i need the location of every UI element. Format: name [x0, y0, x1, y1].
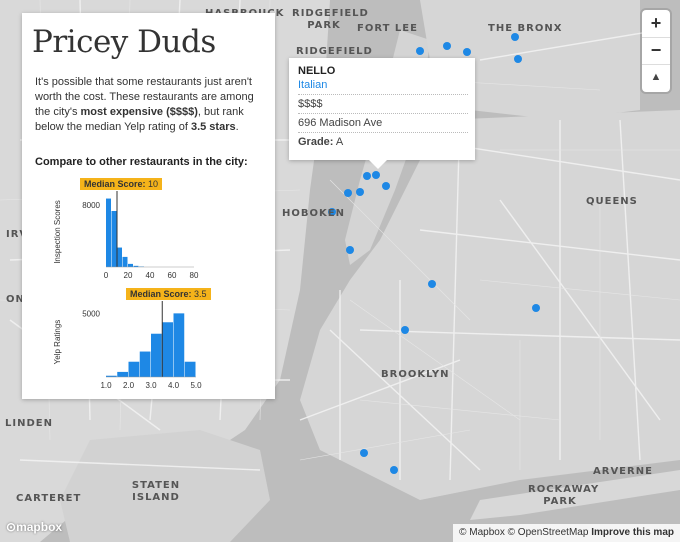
popup-price: $$$$	[298, 98, 468, 114]
restaurant-dot[interactable]	[360, 449, 368, 457]
y-tick-label: 8000	[82, 201, 100, 210]
place-label: HOBOKEN	[282, 208, 345, 219]
restaurant-dot[interactable]	[382, 182, 390, 190]
histogram-bar	[139, 351, 151, 377]
place-label: LINDEN	[5, 418, 53, 429]
histogram-bar	[128, 361, 140, 377]
restaurant-dot[interactable]	[443, 42, 451, 50]
place-label: FORT LEE	[357, 23, 418, 34]
histogram-bar	[117, 371, 128, 377]
popup-grade-value: A	[335, 136, 344, 148]
popup-cuisine[interactable]: Italian	[298, 79, 468, 95]
histogram-bar	[117, 247, 122, 267]
histogram-bar	[184, 361, 196, 377]
yelp-rating-histogram: Yelp Ratings 5000 1.0 2.0 3.0 4.0 5.0	[53, 301, 202, 390]
land-staten-island	[60, 430, 270, 542]
place-label: QUEENS	[586, 196, 638, 207]
median-badge-label: Median Score:	[84, 179, 146, 189]
y-axis-label: Inspection Scores	[53, 200, 62, 264]
restaurant-dot[interactable]	[363, 172, 371, 180]
restaurant-dot[interactable]	[463, 48, 471, 56]
x-tick-label: 2.0	[123, 381, 135, 390]
popup-grade-label: Grade:	[298, 136, 334, 148]
place-label: RIDGEFIELD PARK	[292, 8, 369, 31]
place-label: STATEN ISLAND	[131, 480, 181, 503]
x-tick-label: 5.0	[190, 381, 202, 390]
info-panel: Pricey Duds It's possible that some rest…	[22, 13, 275, 399]
place-label: CARTERET	[16, 493, 82, 504]
median-badge-inspection: Median Score: 10	[80, 178, 163, 190]
popup-name: NELLO	[298, 65, 336, 77]
histogram-bar	[106, 198, 111, 267]
histogram-bar	[133, 265, 139, 267]
histogram-bar	[128, 263, 133, 267]
y-axis-label: Yelp Ratings	[53, 320, 62, 365]
place-label: ON	[6, 294, 25, 305]
x-tick-label: 40	[146, 271, 155, 280]
restaurant-dot[interactable]	[346, 246, 354, 254]
popup-address: 696 Madison Ave	[298, 117, 468, 133]
x-tick-label: 60	[168, 271, 177, 280]
x-tick-label: 20	[124, 271, 133, 280]
compass-button[interactable]: ▲	[650, 71, 662, 83]
attribution-osm[interactable]: © OpenStreetMap	[507, 527, 589, 538]
place-label: IRV	[6, 229, 29, 240]
histogram-bar	[106, 375, 117, 377]
histogram-bar	[122, 256, 128, 267]
description-middle: , but rank below the median Yelp rating …	[35, 106, 244, 133]
page-title: Pricey Duds	[32, 24, 216, 60]
restaurant-dot[interactable]	[344, 189, 352, 197]
description-end: .	[235, 121, 239, 133]
restaurant-dot[interactable]	[416, 47, 424, 55]
x-tick-label: 80	[190, 271, 199, 280]
description-rating: 3.5 stars	[190, 121, 236, 133]
inspection-score-histogram: Inspection Scores 8000 0 20 40 60 80	[53, 191, 199, 280]
description-intro: It's possible that some restaurants just…	[35, 76, 254, 118]
place-label: RIDGEFIELD	[296, 46, 373, 57]
improve-map-link[interactable]: Improve this map	[591, 527, 674, 538]
compare-label: Compare to other restaurants in the city…	[35, 156, 248, 168]
x-tick-label: 0	[104, 271, 109, 280]
zoom-in-button[interactable]: +	[642, 10, 670, 38]
panel-description: It's possible that some restaurants just…	[35, 75, 265, 135]
place-label: BROOKLYN	[381, 369, 450, 380]
restaurant-dot[interactable]	[401, 326, 409, 334]
histogram-bar	[162, 322, 173, 377]
histogram-bar	[173, 313, 185, 377]
restaurant-dot[interactable]	[514, 55, 522, 63]
map-attribution: © Mapbox © OpenStreetMap Improve this ma…	[453, 524, 680, 542]
mapbox-logo[interactable]: ⊙mapbox	[6, 520, 62, 534]
restaurant-dot[interactable]	[372, 171, 380, 179]
mapbox-logo-text: mapbox	[16, 520, 63, 534]
restaurant-dot[interactable]	[532, 304, 540, 312]
restaurant-dot[interactable]	[356, 188, 364, 196]
x-tick-label: 4.0	[168, 381, 180, 390]
histogram-bar	[111, 211, 117, 267]
restaurant-dot[interactable]	[390, 466, 398, 474]
y-tick-label: 5000	[82, 309, 100, 318]
median-badge-value: 10	[148, 179, 159, 189]
land-queens-brooklyn	[300, 110, 680, 500]
land-rockaway	[470, 470, 680, 520]
median-badge-yelp: Median Score: 3.5	[126, 288, 211, 300]
restaurant-dot[interactable]	[511, 33, 519, 41]
mapbox-logo-icon: ⊙	[6, 520, 17, 534]
place-label: ROCKAWAY PARK	[528, 484, 600, 507]
description-expensive: most expensive ($$$$)	[80, 106, 198, 118]
place-label: THE BRONX	[488, 23, 563, 34]
restaurant-dot[interactable]	[428, 280, 436, 288]
restaurant-dot[interactable]	[328, 208, 336, 216]
map-controls: + − ▲	[642, 10, 670, 92]
x-tick-label: 1.0	[100, 381, 112, 390]
attribution-mapbox[interactable]: © Mapbox	[459, 527, 505, 538]
zoom-out-button[interactable]: −	[642, 37, 670, 65]
median-badge-value: 3.5	[194, 289, 207, 299]
popup-grade: Grade: A	[298, 136, 468, 151]
median-badge-label: Median Score:	[130, 289, 192, 299]
land-bronx	[420, 0, 640, 120]
restaurant-popup: NELLO Italian $$$$ 696 Madison Ave Grade…	[289, 58, 475, 169]
place-label: ARVERNE	[593, 466, 653, 477]
x-tick-label: 3.0	[145, 381, 157, 390]
histogram-bar	[151, 333, 162, 377]
